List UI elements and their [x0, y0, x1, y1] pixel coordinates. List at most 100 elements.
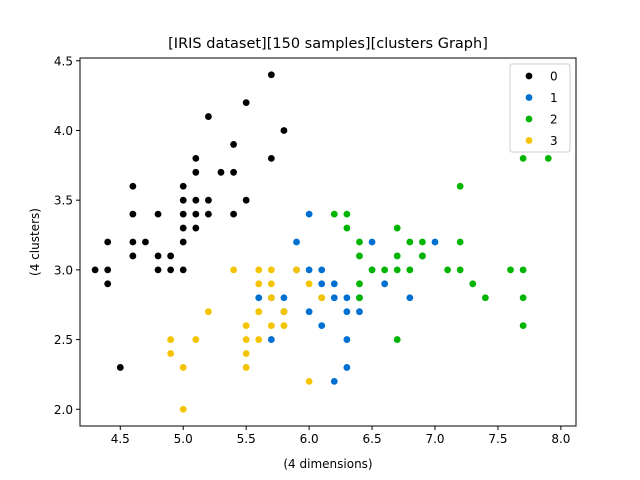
- point-cluster-2: [356, 238, 363, 246]
- legend-label: 0: [550, 70, 558, 84]
- point-cluster-3: [205, 308, 212, 316]
- point-cluster-0: [104, 266, 112, 274]
- point-cluster-2: [456, 182, 464, 190]
- point-cluster-0: [104, 238, 112, 246]
- point-cluster-3: [280, 322, 288, 330]
- x-axis-label: (4 dimensions): [283, 457, 372, 471]
- legend-marker-2: [525, 115, 533, 123]
- point-cluster-0: [205, 196, 212, 204]
- point-cluster-0: [154, 210, 162, 218]
- point-cluster-0: [192, 224, 200, 232]
- y-tick-label: 4.0: [54, 124, 73, 138]
- point-cluster-2: [356, 280, 363, 288]
- point-cluster-0: [129, 210, 137, 218]
- point-cluster-3: [293, 266, 300, 274]
- point-cluster-3: [267, 280, 275, 288]
- point-cluster-2: [343, 210, 351, 218]
- point-cluster-3: [267, 266, 275, 274]
- point-cluster-2: [519, 154, 527, 162]
- point-cluster-0: [167, 266, 175, 274]
- point-cluster-2: [456, 238, 464, 246]
- point-cluster-1: [431, 238, 439, 246]
- point-cluster-3: [242, 364, 250, 371]
- legend-marker-0: [525, 72, 533, 80]
- point-cluster-3: [242, 350, 250, 357]
- point-cluster-2: [343, 224, 351, 232]
- point-cluster-1: [293, 238, 300, 246]
- point-cluster-2: [368, 266, 376, 274]
- legend-box: [509, 63, 571, 153]
- point-cluster-3: [242, 322, 250, 330]
- legend-marker-3: [525, 137, 533, 144]
- point-cluster-1: [406, 294, 414, 302]
- point-cluster-2: [406, 238, 414, 246]
- point-cluster-1: [305, 266, 313, 274]
- point-cluster-2: [519, 266, 527, 274]
- point-cluster-3: [318, 294, 326, 302]
- y-axis-label: (4 clusters): [28, 208, 42, 276]
- point-cluster-3: [179, 405, 187, 413]
- point-cluster-1: [343, 336, 351, 343]
- point-cluster-2: [406, 266, 414, 274]
- point-cluster-0: [230, 141, 237, 148]
- point-cluster-0: [129, 252, 137, 260]
- point-cluster-1: [280, 294, 288, 302]
- point-cluster-0: [116, 364, 124, 371]
- point-cluster-1: [255, 294, 263, 302]
- point-cluster-0: [242, 196, 250, 204]
- point-cluster-3: [305, 280, 313, 288]
- point-cluster-0: [142, 238, 149, 246]
- point-cluster-0: [154, 266, 162, 274]
- y-tick-label: 4.5: [54, 54, 73, 68]
- legend-marker-1: [525, 94, 533, 101]
- point-cluster-1: [318, 322, 326, 330]
- point-cluster-0: [167, 252, 175, 260]
- point-cluster-0: [179, 210, 187, 218]
- point-cluster-2: [330, 210, 338, 218]
- point-cluster-3: [305, 377, 313, 385]
- point-cluster-0: [129, 182, 137, 190]
- points-layer: [91, 71, 552, 413]
- point-cluster-2: [519, 294, 527, 302]
- x-tick-label: 6.5: [363, 432, 382, 446]
- point-cluster-0: [179, 224, 187, 232]
- point-cluster-2: [456, 266, 464, 274]
- point-cluster-0: [242, 99, 250, 107]
- point-cluster-1: [356, 308, 363, 316]
- x-tick-label: 6.0: [300, 432, 319, 446]
- point-cluster-2: [381, 266, 389, 274]
- point-cluster-2: [419, 238, 426, 246]
- point-cluster-3: [267, 322, 275, 330]
- y-tick-label: 3.0: [54, 263, 73, 277]
- point-cluster-3: [255, 266, 263, 274]
- point-cluster-2: [481, 294, 489, 302]
- point-cluster-0: [192, 196, 200, 204]
- point-cluster-3: [179, 364, 187, 371]
- point-cluster-3: [230, 266, 237, 274]
- point-cluster-0: [192, 210, 200, 218]
- point-cluster-3: [242, 336, 250, 343]
- point-cluster-0: [129, 238, 137, 246]
- point-cluster-2: [519, 322, 527, 330]
- point-cluster-3: [255, 280, 263, 288]
- point-cluster-2: [356, 252, 363, 260]
- point-cluster-1: [330, 377, 338, 385]
- y-tick-label: 2.5: [54, 333, 73, 347]
- legend-label: 3: [550, 134, 558, 148]
- point-cluster-0: [179, 182, 187, 190]
- point-cluster-0: [179, 238, 187, 246]
- y-tick-label: 2.0: [54, 403, 73, 417]
- point-cluster-0: [230, 168, 237, 176]
- y-axis: 2.0 2.5 3.0 3.5 4.0 4.5: [54, 54, 80, 417]
- point-cluster-1: [318, 280, 326, 288]
- point-cluster-0: [192, 154, 200, 162]
- point-cluster-1: [305, 210, 313, 218]
- point-cluster-2: [419, 252, 426, 260]
- point-cluster-3: [280, 308, 288, 316]
- x-axis: 4.5 5.0 5.5 6.0 6.5 7.0 7.5 8.0: [111, 426, 570, 446]
- point-cluster-2: [469, 280, 477, 288]
- point-cluster-2: [544, 154, 552, 162]
- point-cluster-3: [167, 350, 175, 357]
- legend: 0 1 2 3: [509, 63, 571, 153]
